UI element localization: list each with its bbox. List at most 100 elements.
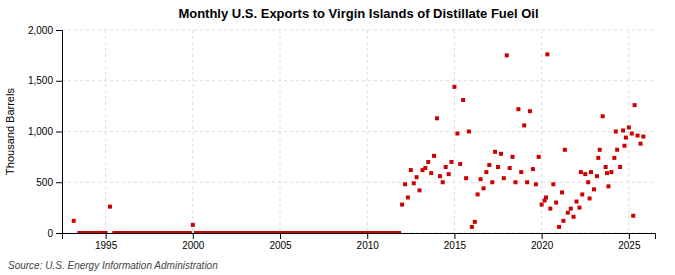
point: [406, 195, 410, 199]
point: [482, 186, 486, 190]
tick-label: 1,000: [28, 126, 53, 137]
point: [447, 172, 451, 176]
point: [432, 154, 436, 158]
point: [612, 156, 616, 160]
axis-title: Thousand Barrels: [4, 88, 16, 175]
tick-mark: [56, 30, 62, 31]
point: [464, 176, 468, 180]
point: [583, 172, 587, 176]
tick: 2015: [444, 233, 467, 251]
point: [516, 107, 520, 111]
point: [605, 171, 609, 175]
point: [496, 165, 500, 169]
point: [534, 182, 538, 186]
point: [554, 201, 558, 205]
point: [624, 136, 628, 140]
grid-line: [192, 30, 193, 233]
point: [493, 150, 497, 154]
point: [476, 192, 480, 196]
point: [438, 174, 442, 178]
point: [513, 180, 517, 184]
point: [604, 165, 608, 169]
point: [557, 225, 561, 229]
point: [400, 203, 404, 207]
point: [484, 170, 488, 174]
point: [531, 167, 535, 171]
point: [560, 190, 564, 194]
tick-mark: [56, 182, 62, 183]
grid-line: [62, 182, 655, 183]
tick: 500: [36, 177, 62, 188]
tick-mark: [56, 81, 62, 82]
tick-label: 0: [47, 228, 53, 239]
point: [470, 225, 474, 229]
point: [511, 155, 515, 159]
tick: 2000: [182, 233, 205, 251]
tick-mark: [193, 233, 194, 239]
point: [505, 53, 509, 57]
point: [586, 180, 590, 184]
point: [615, 148, 619, 152]
tick: 0: [47, 228, 62, 239]
point: [544, 195, 548, 199]
point: [621, 128, 625, 132]
point: [540, 203, 544, 207]
point: [423, 166, 427, 170]
point: [636, 134, 640, 138]
tick-mark: [56, 233, 62, 234]
point: [426, 160, 430, 164]
plot-area: 199520002005201020152020202505001,0001,5…: [28, 25, 656, 251]
point: [444, 165, 448, 169]
point: [452, 85, 456, 89]
point: [412, 181, 416, 185]
annotation: Source: U.S. Energy Information Administ…: [8, 260, 218, 271]
grid-line: [454, 30, 455, 233]
tick-mark: [629, 233, 630, 239]
point: [627, 125, 631, 129]
tick: 2010: [357, 233, 380, 251]
grid-line: [62, 131, 655, 132]
point: [592, 187, 596, 191]
point: [633, 103, 637, 107]
point: [563, 148, 567, 152]
grid-line: [541, 30, 542, 233]
point: [561, 219, 565, 223]
point: [580, 192, 584, 196]
point: [548, 207, 552, 211]
point: [409, 168, 413, 172]
point: [415, 175, 419, 179]
point: [449, 160, 453, 164]
tick-label: 1,500: [28, 75, 53, 86]
grid-line: [280, 30, 281, 233]
tick: 2005: [269, 233, 292, 251]
title: Monthly U.S. Exports to Virgin Islands o…: [178, 6, 538, 21]
point: [569, 207, 573, 211]
tick-mark: [106, 233, 107, 239]
point: [479, 177, 483, 181]
tick: 2025: [618, 233, 641, 251]
point: [606, 184, 610, 188]
point: [589, 170, 593, 174]
point: [487, 163, 491, 167]
point: [108, 205, 112, 209]
axis-line: [63, 234, 656, 240]
tick-label: 2025: [618, 240, 641, 251]
point: [508, 166, 512, 170]
point: [528, 109, 532, 113]
point: [72, 219, 76, 223]
point: [614, 130, 618, 134]
point: [429, 171, 433, 175]
tick: 1,500: [28, 75, 62, 86]
point: [458, 162, 462, 166]
point: [188, 231, 192, 233]
point: [403, 182, 407, 186]
point: [104, 231, 108, 233]
tick-mark: [367, 233, 368, 239]
point: [191, 223, 195, 227]
point: [473, 220, 477, 224]
point: [397, 231, 401, 233]
point: [499, 152, 503, 156]
axis-line: [56, 31, 63, 234]
tick-label: 500: [36, 177, 53, 188]
grid-line: [628, 30, 629, 233]
